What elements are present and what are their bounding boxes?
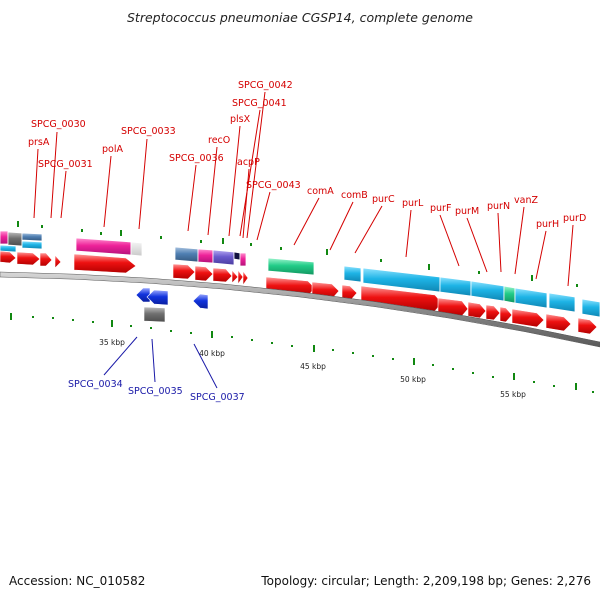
reverse-gene-labels: SPCG_0034 SPCG_0035 SPCG_0037: [68, 379, 245, 403]
forward-tick-row: [17, 221, 578, 287]
scale-label-50kbp: 50 kbp: [400, 375, 426, 384]
gene-label-vanz: vanZ: [514, 195, 538, 206]
reverse-cds-track: [135, 287, 209, 323]
gene-label-spcg-0041: SPCG_0041: [232, 98, 287, 109]
cog-box-steel: [21, 232, 43, 242]
scale-label-35kbp: 35 kbp: [99, 338, 125, 347]
gene-label-spcg-0037: SPCG_0037: [190, 392, 245, 403]
cds-arrow-reverse: [135, 287, 151, 303]
gene-label-spcg-0043: SPCG_0043: [246, 180, 301, 191]
cog-box-light: [130, 241, 143, 257]
gene-label-coma: comA: [307, 186, 334, 197]
gene-label-purm: purM: [455, 206, 479, 217]
scale-tick-row: [10, 313, 594, 393]
gene-label-acpp: acpP: [237, 157, 260, 168]
forward-gene-labels: SPCG_0030 prsA SPCG_0031 polA SPCG_0033 …: [28, 80, 586, 230]
cog-box-blue: [548, 292, 576, 313]
cds-arrow-forward: [237, 269, 244, 285]
gene-label-purd: purD: [563, 213, 586, 224]
cog-box-blue: [581, 298, 600, 318]
cds-arrow-forward: [437, 297, 469, 317]
gene-label-spcg-0033: SPCG_0033: [121, 126, 176, 137]
cds-arrow-reverse: [192, 293, 209, 310]
cds-arrow-forward: [545, 313, 572, 332]
cds-arrow-forward: [467, 301, 487, 319]
gene-label-purh: purH: [536, 219, 559, 230]
cog-box-blue: [439, 276, 472, 297]
cog-box-gray: [143, 306, 166, 323]
cog-box-blue: [514, 287, 548, 309]
gene-label-purl: purL: [402, 198, 424, 209]
cds-arrow-forward: [39, 252, 53, 267]
gene-label-purn: purN: [487, 201, 510, 212]
gene-label-spcg-0042: SPCG_0042: [238, 80, 293, 91]
cds-arrow-forward: [172, 263, 196, 280]
forward-cds-track: [0, 250, 598, 335]
gene-label-spcg-0036: SPCG_0036: [169, 153, 224, 164]
accession-text: Accession: NC_010582: [9, 574, 145, 588]
cog-box-blue: [21, 240, 43, 250]
cog-box-blue: [343, 265, 362, 283]
gene-label-plsx: plsX: [230, 114, 251, 125]
cds-arrow-forward: [499, 306, 513, 323]
cog-box-green: [503, 285, 516, 304]
cds-arrow-forward: [194, 265, 214, 282]
cog-box-pink: [0, 230, 9, 245]
cds-arrow-forward: [0, 250, 17, 264]
reverse-label-leaders: [103, 336, 218, 389]
cog-box-gray: [7, 231, 23, 247]
cog-box-blue: [0, 244, 17, 253]
gene-label-spcg-0034: SPCG_0034: [68, 379, 123, 390]
gene-label-reco: recO: [208, 135, 230, 146]
gene-label-purf: purF: [430, 203, 451, 214]
cog-box-pink: [197, 248, 214, 264]
gene-label-spcg-0030: SPCG_0030: [31, 119, 86, 130]
scale-label-40kbp: 40 kbp: [199, 349, 225, 358]
scale-label-55kbp: 55 kbp: [500, 390, 526, 399]
cds-arrow-forward: [54, 254, 62, 269]
cds-arrow-forward: [73, 253, 137, 274]
gene-label-purc: purC: [372, 194, 395, 205]
cds-arrow-reverse: [146, 289, 169, 306]
gene-label-spcg-0031: SPCG_0031: [38, 159, 93, 170]
gene-label-spcg-0035: SPCG_0035: [128, 386, 183, 397]
cds-arrow-forward: [231, 269, 239, 284]
scale-label-45kbp: 45 kbp: [300, 362, 326, 371]
cds-arrow-forward: [212, 267, 233, 283]
cog-box-pink: [239, 252, 247, 267]
cds-arrow-forward: [511, 308, 545, 328]
cog-box-pink: [75, 237, 132, 256]
cds-arrow-forward: [16, 251, 41, 266]
cds-arrow-forward: [577, 317, 598, 335]
genome-backbone: [0, 271, 600, 348]
cog-box-green: [267, 257, 315, 276]
cog-box-purple: [212, 249, 235, 266]
cds-arrow-forward: [485, 304, 501, 321]
gene-label-prsa: prsA: [28, 137, 50, 148]
gene-label-pola: polA: [102, 144, 123, 155]
cog-box-navy: [233, 251, 241, 261]
cds-arrow-forward: [242, 270, 249, 286]
scale-labels: 35 kbp 40 kbp 45 kbp 50 kbp 55 kbp: [99, 338, 526, 399]
gene-label-comb: comB: [341, 190, 368, 201]
cog-box-blue: [470, 280, 505, 302]
map-title: Streptococcus pneumoniae CGSP14, complet…: [127, 10, 473, 25]
cog-box-steel: [174, 246, 199, 263]
genome-summary-text: Topology: circular; Length: 2,209,198 bp…: [260, 574, 591, 588]
forward-cog-track: [0, 230, 600, 318]
forward-label-leaders: [33, 91, 574, 287]
